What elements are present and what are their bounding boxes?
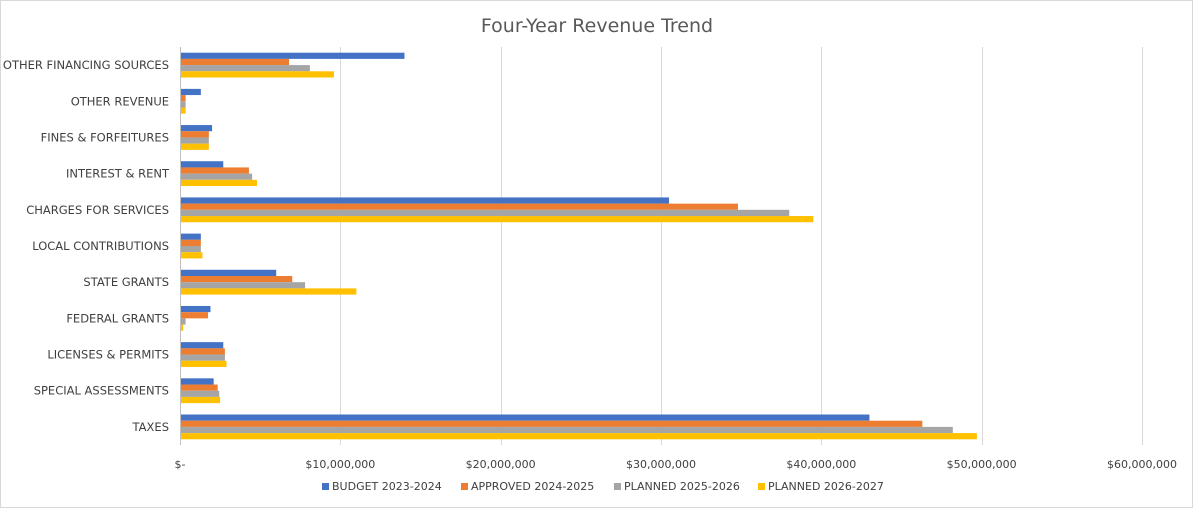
bar [180, 239, 201, 246]
bar [180, 252, 203, 259]
bar [180, 396, 221, 404]
category-label: LOCAL CONTRIBUTIONS [32, 239, 169, 253]
bar [180, 360, 227, 367]
bar [180, 378, 214, 385]
bar [180, 269, 277, 276]
bar [180, 288, 357, 295]
bar [180, 426, 953, 434]
bar [180, 197, 670, 204]
legend: BUDGET 2023-2024 APPROVED 2024-2025 PLANNE… [322, 480, 884, 493]
bar [180, 342, 224, 349]
x-tick-label: $30,000,000 [626, 458, 696, 471]
bar [180, 282, 306, 289]
bar [180, 305, 211, 313]
legend-label: BUDGET 2023-2024 [332, 480, 442, 493]
bar [180, 167, 249, 174]
x-tick-label: $50,000,000 [947, 458, 1017, 471]
category-label: OTHER REVENUE [71, 94, 169, 108]
bar [180, 173, 253, 180]
bar [180, 95, 186, 102]
bar [180, 125, 213, 132]
bar [180, 312, 209, 319]
category-labels: OTHER FINANCING SOURCES OTHER REVENUE FINE… [3, 58, 170, 434]
legend-swatch [614, 483, 621, 490]
legend-label: PLANNED 2026-2027 [768, 480, 884, 493]
bar [180, 414, 870, 421]
bar [180, 384, 218, 391]
bar [180, 161, 224, 168]
bar [180, 354, 225, 361]
bar [180, 137, 209, 144]
bar [180, 203, 738, 210]
bar [180, 71, 334, 78]
bar [180, 52, 405, 59]
x-tick-label: $- [175, 458, 186, 471]
bar [180, 143, 209, 150]
bar [180, 420, 923, 427]
bar [180, 107, 186, 114]
category-label: SPECIAL ASSESSMENTS [34, 384, 169, 398]
bar [180, 88, 201, 96]
category-label: FEDERAL GRANTS [66, 311, 169, 325]
bar [180, 318, 186, 325]
category-label: STATE GRANTS [83, 275, 169, 289]
bar [180, 246, 201, 253]
category-label: LICENSES & PERMITS [47, 348, 169, 362]
legend-label: PLANNED 2025-2026 [624, 480, 740, 493]
x-tick-label: $60,000,000 [1107, 458, 1177, 471]
bar [180, 58, 290, 66]
bar [180, 233, 201, 240]
bar [180, 433, 977, 440]
category-label: INTEREST & RENT [66, 167, 170, 181]
bar [180, 324, 184, 331]
bar [180, 390, 220, 397]
bar [180, 348, 225, 355]
legend-label: APPROVED 2024-2025 [471, 480, 594, 493]
x-tick-label: $40,000,000 [786, 458, 856, 471]
bar [180, 275, 293, 283]
bar [180, 65, 310, 72]
category-label: OTHER FINANCING SOURCES [3, 58, 169, 72]
bar [180, 131, 209, 138]
bar [180, 101, 186, 108]
legend-swatch [461, 483, 468, 490]
bars [180, 52, 977, 440]
gridlines [340, 47, 1143, 445]
bar [180, 216, 814, 223]
chart-title: Four-Year Revenue Trend [481, 15, 713, 37]
value-axis-tick-labels: $- $10,000,000 $20,000,000 $30,000,000 $40,0… [175, 458, 1177, 471]
x-tick-label: $10,000,000 [305, 458, 375, 471]
category-label: TAXES [132, 420, 169, 434]
category-label: CHARGES FOR SERVICES [26, 203, 169, 217]
legend-swatch [758, 483, 765, 490]
legend-swatch [322, 483, 329, 490]
category-label: FINES & FORFEITURES [41, 130, 169, 144]
bar [180, 179, 257, 187]
x-tick-label: $20,000,000 [466, 458, 536, 471]
bar [180, 209, 790, 217]
